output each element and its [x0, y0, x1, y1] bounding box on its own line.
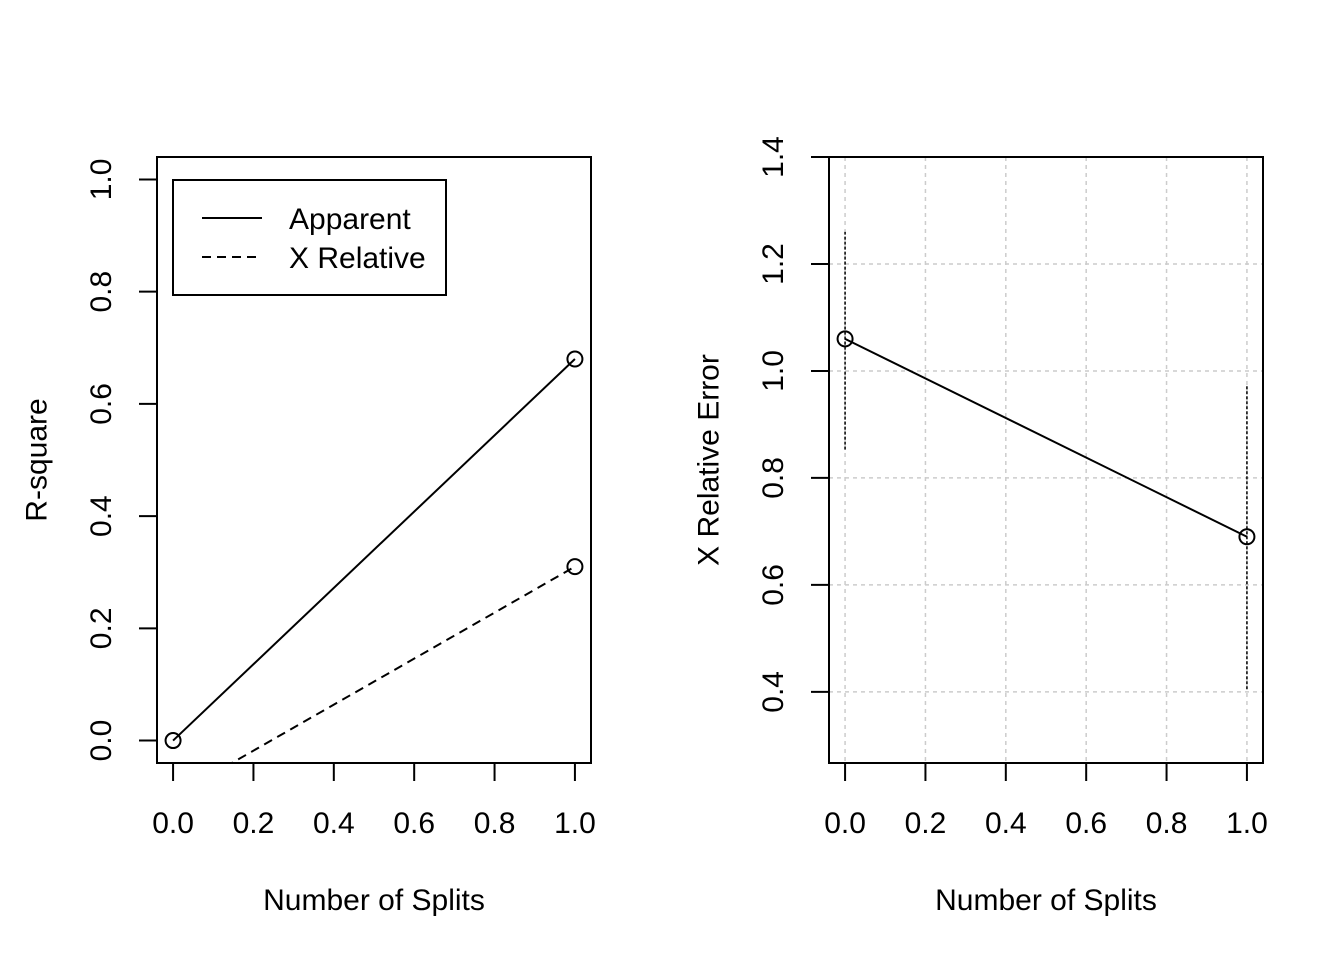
grid — [829, 156, 1263, 763]
y-tick-label: 0.0 — [85, 720, 118, 762]
x-tick-label: 0.4 — [985, 807, 1027, 840]
x-axis-title: Number of Splits — [263, 884, 485, 917]
x-ticks: 0.0 0.2 0.4 0.6 0.8 1.0 — [152, 763, 596, 840]
x-tick-label: 0.0 — [152, 807, 194, 840]
series-group — [836, 231, 1256, 690]
xerror-plot: 0.0 0.2 0.4 0.6 0.8 1.0 0.4 0.6 0.8 1.0 1.2 1.4 Nu… — [693, 136, 1268, 917]
x-tick-label: 0.2 — [905, 807, 947, 840]
y-tick-label: 1.2 — [757, 243, 790, 285]
y-ticks: 0.0 0.2 0.4 0.6 0.8 1.0 — [85, 159, 157, 762]
data-point — [836, 330, 854, 348]
x-tick-label: 0.8 — [1146, 807, 1188, 840]
y-tick-label: 0.6 — [757, 564, 790, 606]
x-tick-label: 0.6 — [1065, 807, 1107, 840]
y-axis-title: R-square — [21, 398, 54, 521]
data-point — [566, 350, 584, 368]
data-point — [566, 558, 584, 576]
rsquare-plot: 0.0 0.2 0.4 0.6 0.8 1.0 0.0 0.2 0.4 0.6 0.8 1.0 Nu… — [21, 156, 596, 917]
x-axis-title: Number of Splits — [935, 884, 1157, 917]
y-tick-label: 1.0 — [757, 350, 790, 392]
x-tick-label: 0.6 — [393, 807, 435, 840]
legend-label-apparent: Apparent — [289, 203, 411, 236]
y-axis-title: X Relative Error — [693, 354, 726, 566]
x-tick-label: 1.0 — [554, 807, 596, 840]
x-tick-label: 1.0 — [1226, 807, 1268, 840]
x-tick-label: 0.2 — [233, 807, 275, 840]
data-point — [164, 732, 182, 750]
series-line-error — [844, 337, 1248, 538]
y-tick-label: 0.8 — [85, 271, 118, 313]
y-tick-label: 1.0 — [85, 159, 118, 201]
x-ticks: 0.0 0.2 0.4 0.6 0.8 1.0 — [824, 763, 1268, 840]
y-tick-label: 0.2 — [85, 607, 118, 649]
legend-label-x-relative: X Relative — [289, 242, 426, 275]
x-tick-label: 0.4 — [313, 807, 355, 840]
series-group — [164, 350, 584, 763]
y-ticks: 0.4 0.6 0.8 1.0 1.2 1.4 — [757, 136, 829, 713]
legend: Apparent X Relative — [172, 179, 447, 296]
series-line-x-relative — [229, 565, 576, 763]
plot-frame — [156, 156, 592, 764]
x-tick-label: 0.0 — [824, 807, 866, 840]
y-tick-label: 0.4 — [757, 671, 790, 713]
plot-frame — [828, 156, 1264, 764]
legend-box — [172, 179, 447, 296]
y-tick-label: 1.4 — [757, 136, 790, 178]
y-tick-label: 0.8 — [757, 457, 790, 499]
data-point — [1238, 528, 1256, 546]
x-tick-label: 0.8 — [474, 807, 516, 840]
series-line-apparent — [172, 358, 576, 742]
y-tick-label: 0.4 — [85, 495, 118, 537]
y-tick-label: 0.6 — [85, 383, 118, 425]
